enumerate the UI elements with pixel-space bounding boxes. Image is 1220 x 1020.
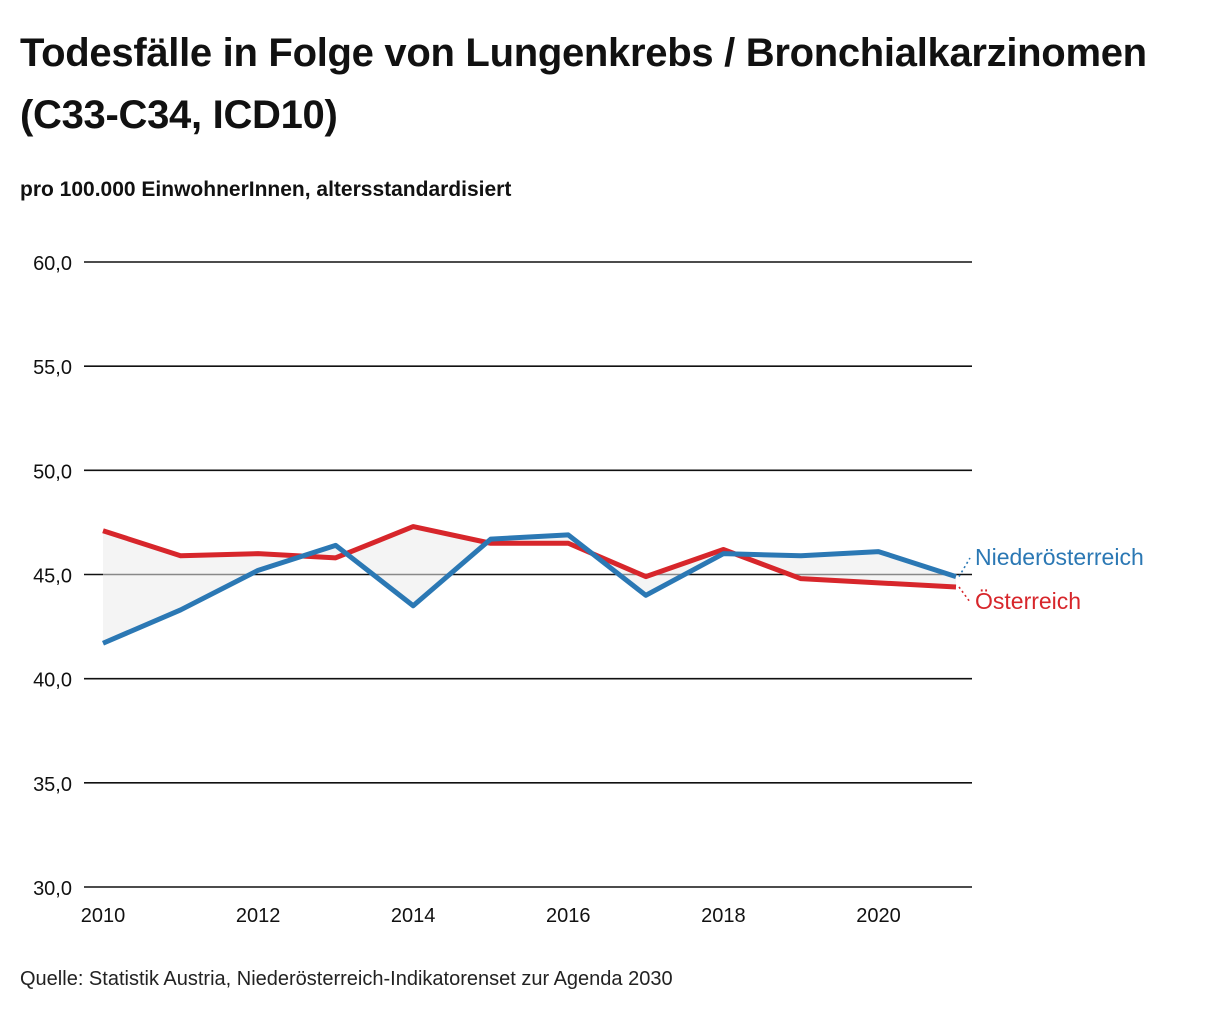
data-point (566, 541, 571, 546)
label-leader (958, 586, 971, 603)
data-point (333, 543, 338, 548)
x-tick-label: 2018 (701, 905, 746, 927)
data-point (643, 593, 648, 598)
y-axis-tick-labels: 30,0 35,0 40,0 45,0 50,0 55,0 60,0 (33, 253, 72, 900)
series-labels: Niederösterreich Österreich (958, 544, 1144, 614)
source-note: Quelle: Statistik Austria, Niederösterre… (20, 968, 673, 990)
y-tick-label: 30,0 (33, 878, 72, 900)
chart-subtitle: pro 100.000 EinwohnerInnen, altersstanda… (20, 178, 512, 201)
series-label: Österreich (975, 588, 1081, 614)
data-point (411, 524, 416, 529)
y-tick-label: 50,0 (33, 461, 72, 483)
series-line (102, 524, 957, 590)
data-point (798, 553, 803, 558)
data-point (101, 528, 106, 533)
data-point (721, 551, 726, 556)
x-tick-label: 2012 (236, 905, 281, 927)
chart-title: Todesfälle in Folge von Lungenkrebs / Br… (20, 31, 1147, 137)
data-point (256, 551, 261, 556)
data-point (954, 574, 959, 579)
data-point (566, 532, 571, 537)
x-tick-label: 2020 (856, 905, 901, 927)
data-point (178, 553, 183, 558)
line-chart: 30,035,040,045,050,055,060,0 2010 2012 201… (33, 253, 1144, 927)
data-point (954, 585, 959, 590)
y-tick-label: 45,0 (33, 566, 72, 588)
label-leader (958, 557, 971, 577)
data-point (488, 537, 493, 542)
data-point (256, 568, 261, 573)
y-tick-label: 60,0 (33, 253, 72, 275)
x-tick-label: 2014 (391, 905, 436, 927)
data-point (876, 549, 881, 554)
x-axis-tick-labels: 2010 2012 2014 2016 2018 2020 (81, 905, 901, 927)
data-point (876, 580, 881, 585)
data-point (411, 603, 416, 608)
data-point (333, 555, 338, 560)
series-line (102, 532, 957, 646)
series-label: Niederösterreich (975, 544, 1144, 570)
data-point (101, 641, 106, 646)
y-tick-label: 40,0 (33, 670, 72, 692)
data-point (178, 607, 183, 612)
x-tick-label: 2016 (546, 905, 591, 927)
series-lines (101, 524, 959, 646)
data-point (798, 576, 803, 581)
x-tick-label: 2010 (81, 905, 126, 927)
y-tick-label: 35,0 (33, 774, 72, 796)
y-tick-label: 55,0 (33, 357, 72, 379)
data-point (643, 574, 648, 579)
